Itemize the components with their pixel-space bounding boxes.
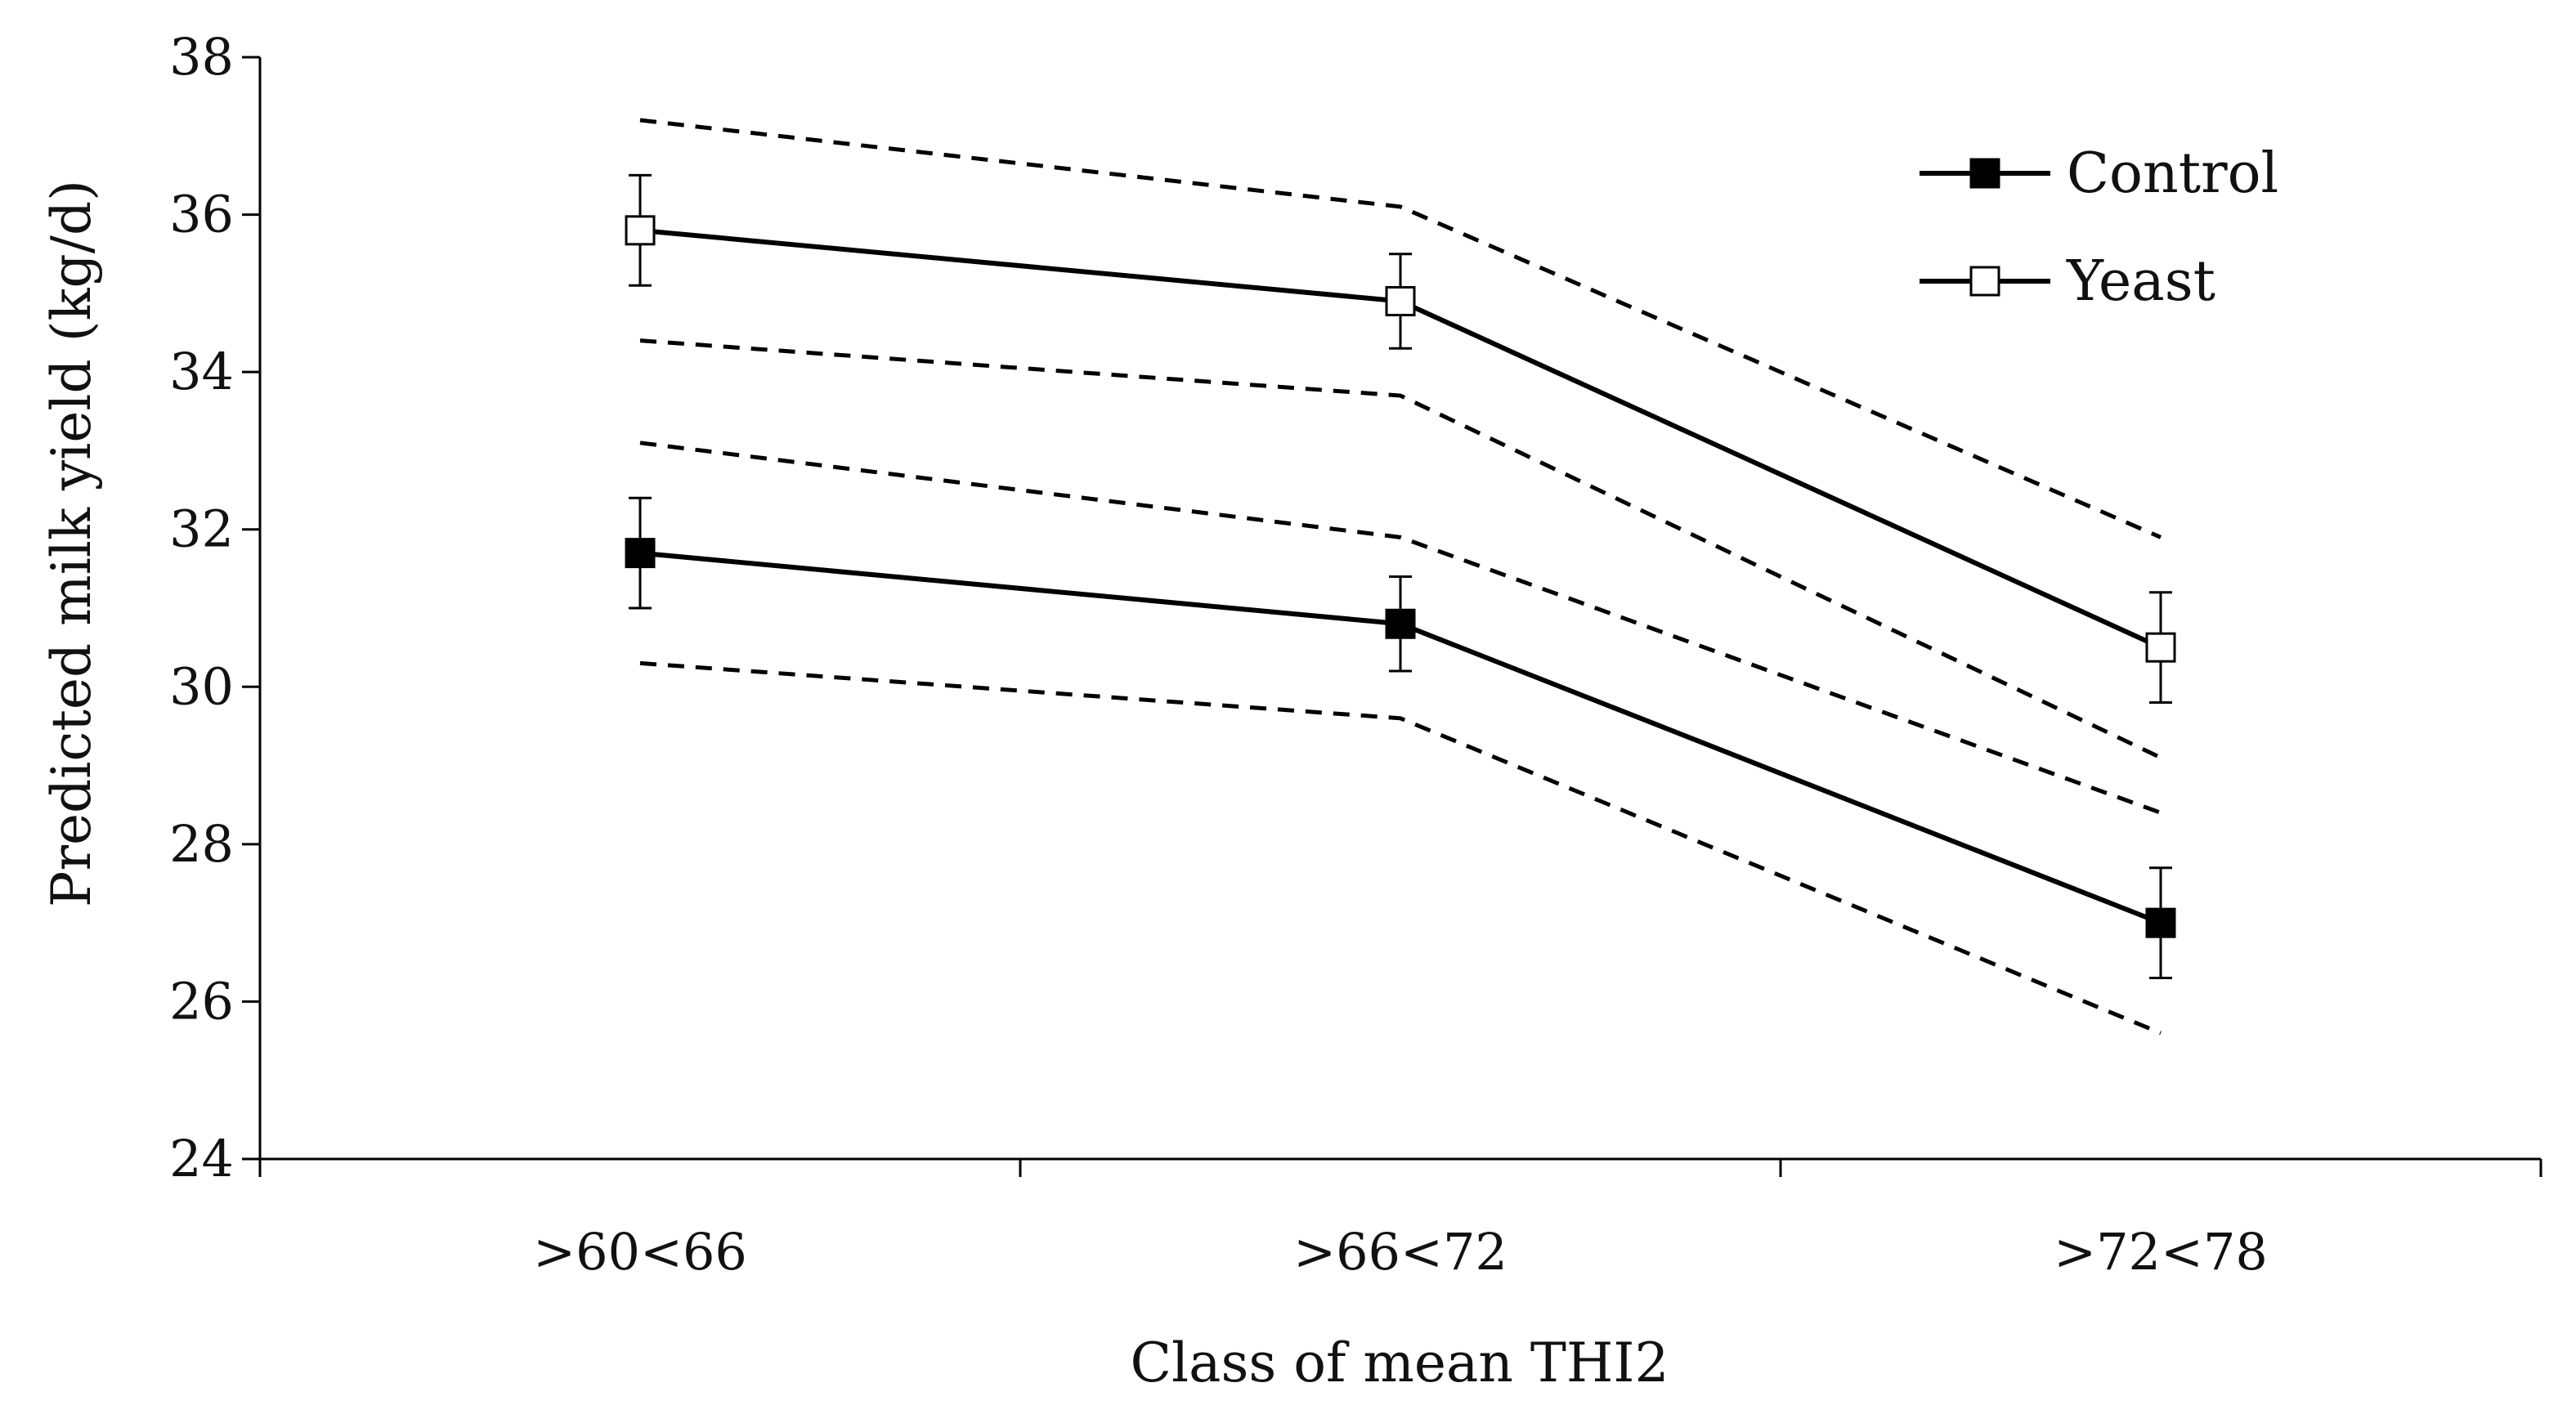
data-point <box>2145 632 2176 663</box>
x-tick-label: >60<66 <box>533 1222 747 1282</box>
y-tick-label: 34 <box>169 342 234 401</box>
confidence-band-lower <box>639 338 2162 760</box>
y-tick-label: 30 <box>169 656 234 716</box>
axes-group: 24 26 28 30 32 34 36 38 >60<66 >66<72 >72<78 <box>169 27 2542 1282</box>
data-markers <box>625 215 2176 938</box>
legend: Control Yeast <box>1920 141 2278 314</box>
data-point <box>1385 285 1416 316</box>
data-point <box>1385 608 1416 639</box>
y-tick-label: 38 <box>169 27 234 87</box>
confidence-bands <box>639 118 2162 1036</box>
confidence-band-upper <box>639 441 2162 815</box>
confidence-band-upper <box>639 118 2162 539</box>
y-axis-title: Predicted milk yield (kg/d) <box>40 180 103 907</box>
legend-label: Control <box>2067 141 2278 206</box>
y-tick-label: 32 <box>169 499 234 559</box>
data-point <box>2145 907 2176 938</box>
legend-marker <box>1969 158 2000 189</box>
data-point <box>625 538 656 569</box>
data-point <box>625 215 656 246</box>
y-tick-label: 28 <box>169 814 234 874</box>
confidence-band-lower <box>639 660 2162 1036</box>
y-tick-label: 26 <box>169 971 234 1031</box>
legend-marker <box>1969 266 2000 297</box>
x-tick-label: >66<72 <box>1293 1222 1508 1282</box>
x-tick-label: >72<78 <box>2054 1222 2268 1282</box>
legend-label: Yeast <box>2066 249 2215 314</box>
y-tick-label: 36 <box>169 185 234 244</box>
y-tick-label: 24 <box>169 1129 234 1188</box>
x-axis-title: Class of mean THI2 <box>1131 1331 1669 1394</box>
